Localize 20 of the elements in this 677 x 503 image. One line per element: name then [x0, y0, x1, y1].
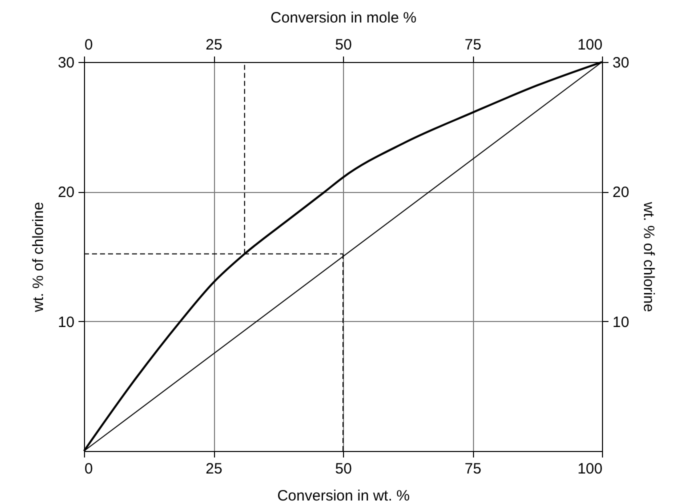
- y2-tick-label: 10: [612, 314, 630, 331]
- x2-tick-label: 0: [84, 460, 93, 478]
- y2-tick-label: 20: [612, 184, 630, 202]
- x-tick-label: 100: [577, 36, 602, 54]
- x2-tick-label: 75: [464, 460, 482, 478]
- x2-tick-label: 100: [577, 460, 602, 478]
- y-tick-label: 30: [58, 54, 74, 72]
- x-tick-label: 50: [335, 36, 352, 54]
- x-tick-label: 75: [464, 36, 482, 54]
- x2-tick-label: 25: [206, 460, 222, 478]
- y-tick-label: 10: [58, 314, 74, 331]
- x-tick-label: 0: [84, 36, 93, 54]
- y2-tick-label: 30: [612, 54, 630, 72]
- y-axis-title: wt. % of chlorine: [30, 202, 47, 314]
- x2-axis-title: Conversion in mole %: [270, 10, 416, 26]
- y-tick-label: 20: [58, 184, 74, 202]
- x-tick-label: 25: [206, 36, 222, 54]
- x2-tick-label: 50: [335, 460, 352, 478]
- y2-axis-title: wt. % of chlorine: [640, 200, 658, 312]
- x-axis-title: Conversion in wt. %: [277, 488, 410, 503]
